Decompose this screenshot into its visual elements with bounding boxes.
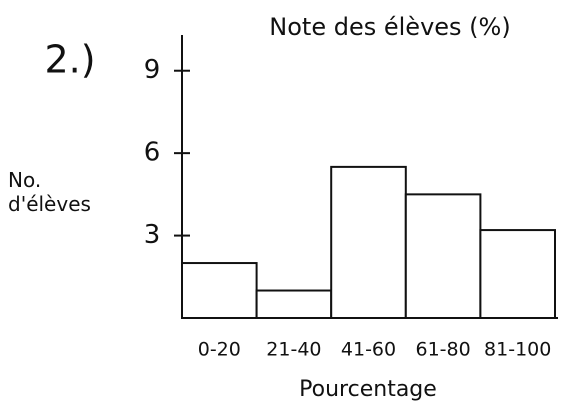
y-tick-label: 6 [144,138,161,168]
bar [406,194,481,318]
page: 2.) Note des élèves (%) Pourcentage 3 6 9 0… [0,0,587,418]
chart-title: Note des élèves (%) [269,13,510,41]
x-tick-label: 41-60 [341,339,396,361]
x-tick-label: 0-20 [198,339,241,361]
bar [257,291,332,318]
x-axis-label: Pourcentage [299,377,437,402]
bar [480,230,555,318]
x-tick-label: 81-100 [484,339,551,361]
bar [331,167,406,318]
y-tick-label: 9 [144,55,161,85]
y-axis-label: No. d'élèves [8,168,126,216]
x-tick-label: 21-40 [266,339,321,361]
y-tick-label: 3 [144,220,161,250]
x-tick-label: 61-80 [415,339,470,361]
figure-label: 2.) [44,38,95,82]
bar [182,263,257,318]
